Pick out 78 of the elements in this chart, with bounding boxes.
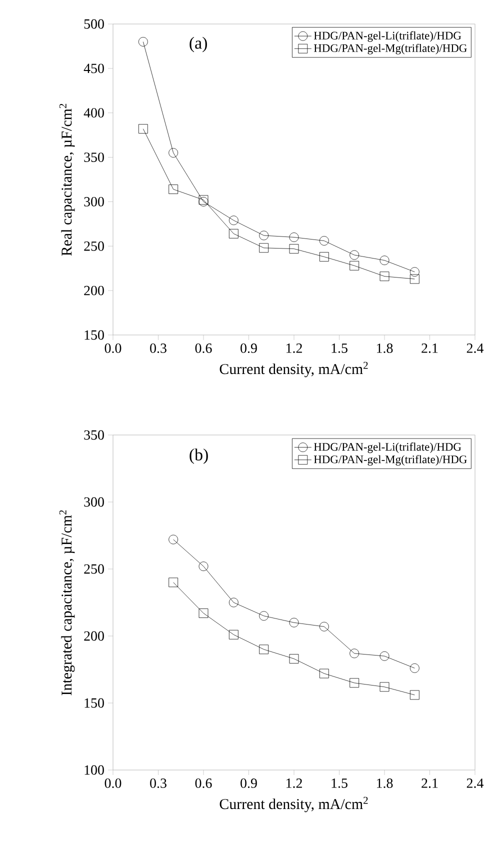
point	[198, 608, 208, 618]
y-tick-label: 200	[84, 631, 104, 641]
point	[319, 236, 329, 246]
x-tick-label: 0.0	[104, 778, 122, 788]
y-tick-label: 150	[84, 330, 104, 340]
x-tick-label: 1.2	[286, 778, 302, 788]
y-tick-label: 250	[84, 564, 104, 574]
x-axis-title: Current density, mA/cm$^{2}$	[220, 796, 368, 812]
point	[410, 274, 420, 284]
legend-label: HDG/PAN-gel-Li(triflate)/HDG	[314, 442, 462, 454]
y-tick-label: 400	[84, 108, 104, 118]
point	[289, 232, 299, 242]
point	[350, 678, 360, 688]
point	[259, 230, 269, 240]
point	[168, 578, 178, 588]
point	[228, 630, 238, 640]
x-tick-label: 0.9	[240, 344, 257, 353]
x-tick-label: 1.5	[332, 344, 348, 353]
annotation: (a)	[190, 36, 207, 52]
x-tick-label: 2.1	[422, 344, 438, 353]
x-tick-label: 0.6	[195, 778, 212, 788]
x-tick-label: 0.3	[150, 344, 166, 353]
x-tick-label: 1.8	[377, 344, 393, 353]
point	[350, 260, 360, 270]
point	[138, 124, 148, 134]
x-tick-label: 1.2	[286, 344, 302, 353]
y-tick-label: 450	[84, 64, 104, 74]
point	[410, 663, 420, 673]
point	[198, 562, 208, 572]
legend-label: HDG/PAN-gel-Mg(triflate)/HDG	[314, 455, 467, 466]
y-axis-title: Real capacitance, µF/cm$^{2}$	[59, 104, 75, 256]
y-tick-label: 500	[84, 19, 104, 29]
point	[138, 37, 148, 46]
point	[319, 252, 329, 262]
legend-label: HDG/PAN-gel-Li(triflate)/HDG	[314, 31, 462, 42]
y-tick-label: 300	[84, 497, 104, 507]
y-tick-label: 100	[84, 765, 104, 775]
point	[168, 148, 178, 158]
y-tick-label: 200	[84, 286, 104, 296]
x-tick-label: 0.0	[104, 344, 122, 353]
point	[289, 654, 299, 664]
x-tick-label: 2.4	[466, 778, 484, 788]
point	[228, 228, 238, 238]
point	[380, 682, 390, 692]
y-tick-label: 300	[84, 196, 104, 206]
point	[350, 648, 360, 658]
y-tick-label: 350	[84, 430, 104, 440]
x-axis-title: Current density, mA/cm$^{2}$	[220, 362, 368, 378]
legend-label: HDG/PAN-gel-Mg(triflate)/HDG	[314, 44, 467, 54]
point	[410, 267, 420, 277]
point	[168, 534, 178, 544]
y-axis-title: Integrated capacitance, µF/cm$^{2}$	[59, 510, 75, 696]
point	[289, 618, 299, 628]
x-tick-label: 2.4	[466, 344, 484, 353]
y-tick-label: 350	[84, 152, 104, 162]
point	[259, 243, 269, 253]
point	[380, 651, 390, 661]
point	[228, 216, 238, 226]
x-tick-label: 0.3	[150, 778, 166, 788]
point	[259, 644, 269, 654]
point	[259, 611, 269, 621]
y-tick-label: 150	[84, 698, 104, 708]
point	[350, 250, 360, 260]
x-tick-label: 0.9	[240, 778, 257, 788]
x-tick-label: 2.1	[422, 778, 438, 788]
y-tick-label: 250	[84, 241, 104, 251]
point	[319, 668, 329, 678]
point	[228, 598, 238, 608]
point	[289, 244, 299, 254]
point	[380, 272, 390, 282]
x-tick-label: 0.6	[195, 344, 212, 353]
point	[168, 184, 178, 194]
point	[319, 622, 329, 632]
x-tick-label: 1.8	[377, 778, 393, 788]
point	[380, 256, 390, 266]
point	[410, 690, 420, 700]
annotation: (b)	[190, 448, 208, 464]
x-tick-label: 1.5	[332, 778, 348, 788]
